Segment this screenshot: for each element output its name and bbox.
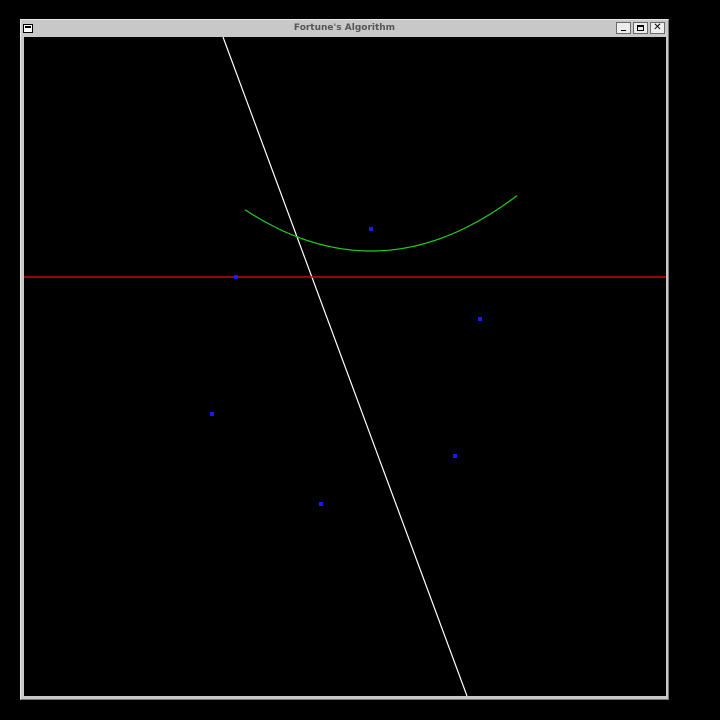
site-3 [478,317,482,321]
title-bar[interactable]: Fortune's Algorithm ✕ [23,21,666,36]
close-icon: ✕ [653,22,662,33]
window-menu-icon[interactable] [23,24,33,33]
minimize-icon [621,30,626,31]
site-6 [319,502,323,506]
site-1 [369,227,373,231]
window-controls: ✕ [616,22,665,35]
maximize-button[interactable] [633,22,648,34]
maximize-icon [637,25,644,31]
drawing-canvas[interactable] [24,37,666,696]
close-button[interactable]: ✕ [650,22,665,34]
site-points [210,227,482,506]
site-2 [234,275,238,279]
voronoi-scene [24,37,666,696]
window-title: Fortune's Algorithm [293,23,396,33]
site-4 [210,412,214,416]
beach-line-parabola [244,195,518,252]
site-5 [453,454,457,458]
voronoi-edge [222,37,468,696]
app-window: Fortune's Algorithm ✕ [20,19,669,700]
minimize-button[interactable] [616,22,631,34]
